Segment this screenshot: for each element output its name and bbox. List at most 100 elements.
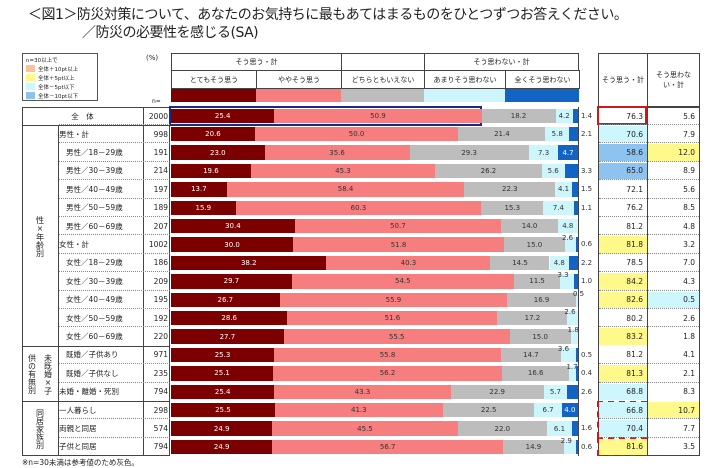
- row-separator: [59, 381, 170, 383]
- disagree-total-value: 7.7: [683, 424, 695, 434]
- header-disagree-group: そう思わない・計: [424, 53, 579, 71]
- row-label: 子供と同居: [59, 442, 97, 452]
- bar-segment: [571, 421, 579, 436]
- row-separator: [59, 142, 170, 144]
- row-separator: [59, 289, 170, 291]
- bar-segment: 35.6: [264, 145, 410, 160]
- agree-total-value: 68.8: [599, 383, 647, 400]
- bar-segment: 16.9: [507, 292, 576, 307]
- row-separator: [599, 308, 699, 309]
- group-label-household: 同居家族別: [35, 409, 45, 449]
- bar-segment: 38.2: [171, 255, 327, 271]
- disagree-total-value: 4.8: [683, 221, 695, 231]
- row-label: 全 体: [71, 111, 94, 121]
- bar-value-label: 0.5: [581, 350, 593, 359]
- row-separator: [59, 271, 170, 273]
- row-separator: [59, 418, 170, 420]
- row-label: 女性・計: [59, 240, 89, 250]
- row-n: 1002: [148, 240, 168, 250]
- n-label: n=: [152, 98, 161, 105]
- bar-segment: 26.7: [171, 292, 280, 307]
- series-swatch: [505, 89, 579, 102]
- row-separator: [599, 252, 699, 254]
- bar-segment: [567, 311, 578, 326]
- bar-segment: [564, 237, 576, 252]
- bar-segment: 29.3: [409, 145, 529, 160]
- row-label: 女性／50－59歳: [66, 313, 123, 323]
- n-column-divider: [143, 107, 144, 456]
- bar-segment: 56.7: [272, 439, 504, 455]
- disagree-total-value: 4.1: [683, 350, 695, 360]
- bar-value-label: 2.9: [560, 436, 572, 445]
- row-label: 一人暮らし: [59, 405, 97, 415]
- bar-segment: 25.1: [171, 366, 274, 381]
- legend-item: 全体－10pt以下: [26, 91, 94, 100]
- disagree-total-value: 3.2: [683, 240, 695, 250]
- legend-swatch: [26, 92, 35, 99]
- bar-segment: 50.9: [274, 109, 482, 123]
- agree-total-value: 81.8: [599, 236, 647, 253]
- series-swatch: [341, 89, 424, 102]
- bar-segment: [576, 366, 578, 381]
- row-separator: [59, 160, 170, 162]
- bar-segment: 24.9: [171, 421, 273, 436]
- row-n: 998: [153, 129, 168, 139]
- legend-item: 全体－5pt以下: [26, 82, 94, 91]
- bar-segment: 50.7: [294, 219, 502, 234]
- row-divider: [22, 346, 170, 347]
- bar-segment: 26.2: [435, 163, 542, 179]
- row-label: 男性／50－59歳: [66, 203, 123, 213]
- bar-value-label: 1.6: [581, 424, 593, 433]
- label-table-frame: [22, 107, 170, 456]
- bar-segment: [569, 255, 578, 271]
- series-header: とてもそう思う: [171, 70, 257, 89]
- bar-value-label: 1.8: [567, 326, 579, 335]
- bar-value-label: 0.4: [581, 369, 593, 378]
- bar-segment: 13.7: [171, 182, 227, 197]
- bar-segment: 23.0: [171, 145, 265, 160]
- row-separator: [599, 142, 699, 144]
- group-column-divider: [58, 125, 59, 456]
- row-separator: [599, 124, 699, 125]
- row-separator: [59, 436, 170, 438]
- bar-segment: 5.8: [545, 127, 570, 142]
- bar-segment: 27.7: [171, 329, 284, 344]
- row-n: 192: [153, 313, 168, 323]
- agree-total-value: 70.6: [599, 126, 647, 143]
- bar-segment: 60.3: [235, 200, 482, 215]
- row-label: 男性／60－69歳: [66, 221, 123, 231]
- bar-segment: 40.3: [326, 255, 491, 271]
- row-separator: [599, 179, 699, 181]
- bar-segment: 30.4: [171, 219, 295, 234]
- bar-segment: 16.6: [501, 366, 570, 381]
- bar-segment: 25.5: [171, 403, 275, 418]
- bar-segment: 15.0: [509, 329, 571, 344]
- row-n: 794: [153, 442, 168, 452]
- bar-value-label: 1.7: [566, 363, 578, 372]
- disagree-total-value: 7.9: [683, 129, 695, 139]
- bar-segment: [563, 439, 576, 455]
- bar-segment: 25.4: [171, 109, 275, 123]
- legend-label: 全体－10pt以下: [38, 93, 79, 100]
- bar-segment: 22.0: [457, 421, 548, 436]
- series-swatch: [171, 89, 256, 102]
- agree-total-value: 76.3: [626, 111, 643, 121]
- bar-segment: 4.2: [555, 109, 573, 123]
- agree-total-value: 70.4: [599, 420, 647, 437]
- bar-segment: 14.5: [490, 255, 550, 271]
- row-n: 971: [153, 350, 168, 360]
- agree-total-value: 65.0: [599, 162, 647, 180]
- row-label: 女性／60－69歳: [66, 332, 123, 342]
- disagree-total-value: 4.3: [683, 276, 695, 286]
- agree-total-value: 84.2: [599, 273, 647, 290]
- row-separator: [59, 252, 170, 254]
- row-separator: [599, 160, 699, 162]
- bar-value-label: 1.5: [581, 185, 593, 194]
- totals-divider: [647, 107, 648, 456]
- bar-segment: 6.1: [547, 421, 572, 436]
- bar-segment: 14.0: [501, 219, 559, 234]
- row-separator: [599, 216, 699, 217]
- bar-value-label: 3.3: [581, 166, 593, 175]
- bar-segment: 43.3: [274, 384, 451, 399]
- series-swatch: [424, 89, 505, 102]
